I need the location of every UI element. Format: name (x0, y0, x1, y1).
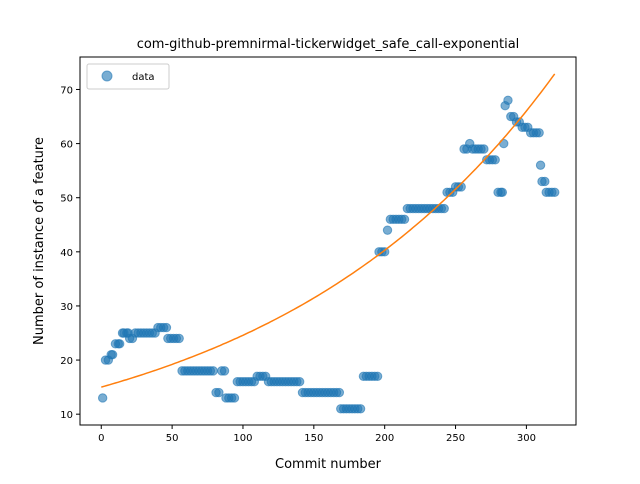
y-tick-label: 10 (60, 410, 73, 421)
fit-line (101, 73, 556, 388)
plot-area (97, 73, 560, 414)
data-point (219, 366, 230, 376)
y-axis-label: Number of instance of a feature (32, 137, 47, 345)
legend-label-data: data (132, 72, 155, 83)
data-point (503, 95, 513, 105)
y-tick-label: 70 (60, 85, 73, 96)
data-point (97, 393, 108, 403)
x-tick-label: 100 (233, 433, 252, 444)
chart-title: com-github-premnirmal-tickerwidget_safe_… (137, 37, 520, 52)
legend-marker-data (101, 70, 113, 82)
data-point (161, 322, 172, 333)
data-point (114, 339, 125, 349)
data-point (214, 387, 224, 398)
x-tick-label: 200 (375, 433, 394, 444)
x-tick-label: 300 (517, 433, 536, 444)
data-point (540, 176, 550, 187)
data-point (379, 247, 390, 257)
y-axis: 10 20 30 40 50 60 70 (60, 85, 80, 421)
x-tick-label: 150 (304, 433, 323, 444)
y-tick-label: 60 (60, 140, 73, 151)
data-point (497, 187, 508, 197)
data-point (294, 377, 305, 387)
data-point (439, 203, 449, 214)
y-tick-label: 50 (60, 194, 73, 205)
x-tick-label: 0 (98, 433, 104, 444)
data-point (107, 349, 118, 360)
legend: data (86, 63, 170, 90)
y-tick-label: 40 (60, 248, 73, 259)
data-point (208, 366, 218, 376)
y-tick-label: 30 (60, 302, 73, 313)
data-point (355, 404, 366, 414)
x-tick-label: 250 (446, 433, 465, 444)
data-point (535, 160, 546, 170)
y-tick-label: 20 (60, 356, 73, 367)
axes-frame (79, 56, 577, 426)
data-point (382, 225, 393, 235)
data-point (334, 387, 345, 398)
data-point (534, 128, 544, 138)
data-point (372, 371, 383, 381)
data-point (229, 393, 240, 403)
legend-box (86, 63, 170, 90)
data-point (550, 187, 560, 197)
x-axis-label: Commit number (275, 457, 382, 472)
x-tick-label: 50 (166, 433, 179, 444)
x-axis: 0 50 100 150 200 250 300 (98, 425, 536, 444)
data-point (174, 333, 184, 344)
data-point (479, 144, 489, 154)
data-point (490, 155, 500, 165)
data-point (399, 214, 410, 225)
